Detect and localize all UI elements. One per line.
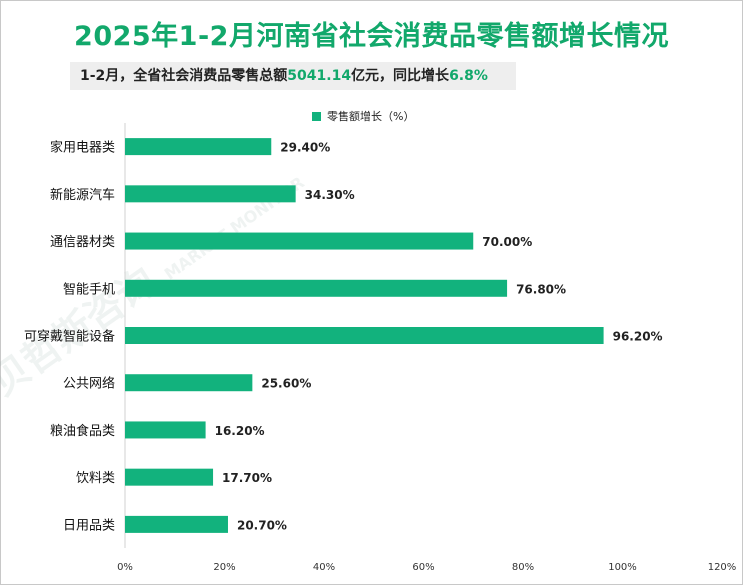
value-label: 96.20% — [613, 330, 663, 344]
bar-4 — [125, 279, 508, 297]
summary-amount: 5041.14 — [287, 68, 352, 84]
bar-9 — [125, 515, 228, 533]
value-label: 76.80% — [516, 282, 566, 296]
x-tick-label: 60% — [412, 562, 434, 573]
value-label: 70.00% — [482, 235, 532, 249]
legend-label: 零售额增长（%） — [327, 110, 415, 123]
value-label: 25.60% — [261, 377, 311, 391]
x-tick-label: 100% — [608, 562, 637, 573]
value-label: 29.40% — [280, 141, 330, 155]
category-label: 家用电器类 — [50, 140, 115, 156]
bar-5 — [125, 327, 604, 344]
bar-8 — [125, 468, 214, 486]
summary-prefix: 1-2月，全省社会消费品零售总额 — [80, 68, 288, 84]
value-label: 34.30% — [305, 188, 355, 202]
category-label: 饮料类 — [76, 471, 115, 486]
bar-2 — [125, 185, 296, 203]
category-label: 粮油食品类 — [50, 423, 115, 439]
value-label: 16.20% — [215, 424, 265, 438]
summary-growth: 6.8% — [449, 68, 488, 84]
legend: 零售额增长（%） — [312, 108, 414, 124]
category-label: 新能源汽车 — [50, 187, 115, 203]
x-tick-label: 80% — [512, 562, 534, 573]
summary-bar: 1-2月，全省社会消费品零售总额5041.14亿元，同比增长6.8% — [70, 62, 516, 90]
legend-swatch — [312, 111, 321, 121]
x-tick-label: 0% — [117, 562, 133, 573]
category-label: 智能手机 — [63, 282, 115, 297]
category-label: 可穿戴智能设备 — [24, 329, 115, 345]
bar-3 — [125, 232, 474, 250]
category-label: 日用品类 — [63, 518, 115, 533]
x-tick-label: 40% — [313, 562, 335, 573]
x-tick-label: 120% — [708, 562, 737, 573]
bar-6 — [125, 374, 253, 392]
category-label: 公共网络 — [63, 376, 115, 392]
x-tick-label: 20% — [213, 562, 235, 573]
value-label: 17.70% — [222, 471, 272, 485]
chart-title: 2025年1-2月河南省社会消费品零售额增长情况 — [74, 21, 669, 52]
summary-middle: 亿元，同比增长 — [351, 68, 450, 84]
bar-7 — [125, 421, 206, 439]
value-label: 20.70% — [237, 518, 287, 532]
category-label: 通信器材类 — [50, 235, 115, 250]
bar-1 — [125, 138, 272, 156]
